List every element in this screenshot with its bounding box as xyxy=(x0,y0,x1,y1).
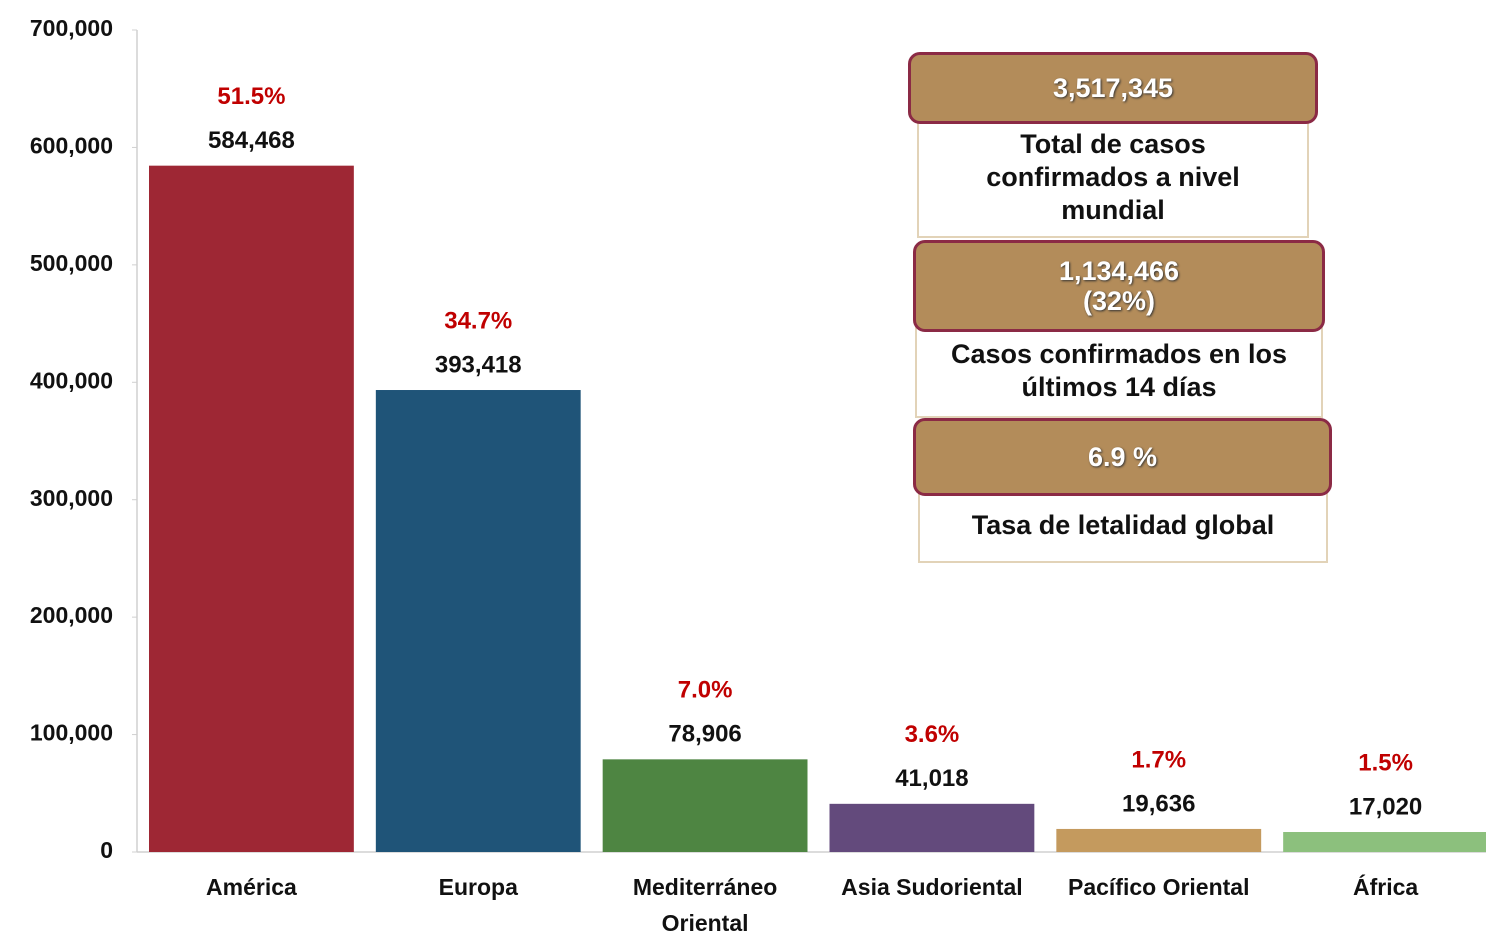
x-tick-label: Mediterráneo Oriental xyxy=(633,874,777,936)
y-tick-label: 600,000 xyxy=(30,133,113,159)
share-label: 51.5% xyxy=(217,83,285,110)
annotation-number: 6.9 % xyxy=(1087,442,1158,472)
share-label: 34.7% xyxy=(444,307,512,334)
annotation-value: 6.9 % xyxy=(913,418,1332,496)
bar xyxy=(1056,828,1262,852)
bar xyxy=(602,759,808,852)
bar xyxy=(829,803,1035,852)
annotation-value: 1,134,466 (32%) xyxy=(913,240,1325,332)
share-label: 1.5% xyxy=(1358,749,1413,776)
bar xyxy=(1283,832,1486,852)
y-tick-label: 300,000 xyxy=(30,485,113,511)
value-label: 17,020 xyxy=(1349,793,1422,820)
annotation-share: (32%) xyxy=(1082,286,1156,316)
annotation-text: Casos confirmados en los últimos 14 días xyxy=(915,326,1323,418)
annotation-number: 3,517,345 xyxy=(1052,73,1174,103)
y-tick-label: 500,000 xyxy=(30,250,113,276)
annotation-number: 1,134,466 xyxy=(1058,256,1180,286)
annotation-text: Total de casos confirmados a nivel mundi… xyxy=(917,118,1309,238)
value-label: 584,468 xyxy=(208,127,295,154)
y-tick-label: 0 xyxy=(100,837,113,863)
value-label: 78,906 xyxy=(668,721,741,748)
share-label: 1.7% xyxy=(1131,746,1186,773)
bar xyxy=(375,390,581,852)
x-tick-label: África xyxy=(1353,873,1418,900)
y-tick-label: 700,000 xyxy=(30,15,113,41)
bar xyxy=(149,165,354,852)
x-tick-label: Asia Sudoriental xyxy=(841,874,1022,900)
x-tick-line: Oriental xyxy=(662,910,749,936)
y-tick-label: 400,000 xyxy=(30,367,113,393)
annotation-text: Tasa de letalidad global xyxy=(918,490,1328,563)
x-tick-label: Pacífico Oriental xyxy=(1068,874,1250,900)
x-tick-label: Europa xyxy=(439,874,518,900)
value-label: 19,636 xyxy=(1122,790,1195,817)
y-tick-label: 100,000 xyxy=(30,720,113,746)
y-tick-label: 200,000 xyxy=(30,602,113,628)
share-label: 3.6% xyxy=(905,721,960,748)
x-tick-line: Mediterráneo xyxy=(633,874,777,900)
share-label: 7.0% xyxy=(678,677,733,704)
value-label: 393,418 xyxy=(435,351,522,378)
annotation-value: 3,517,345 xyxy=(908,52,1318,124)
value-label: 41,018 xyxy=(895,765,968,792)
x-tick-label: América xyxy=(206,874,297,900)
